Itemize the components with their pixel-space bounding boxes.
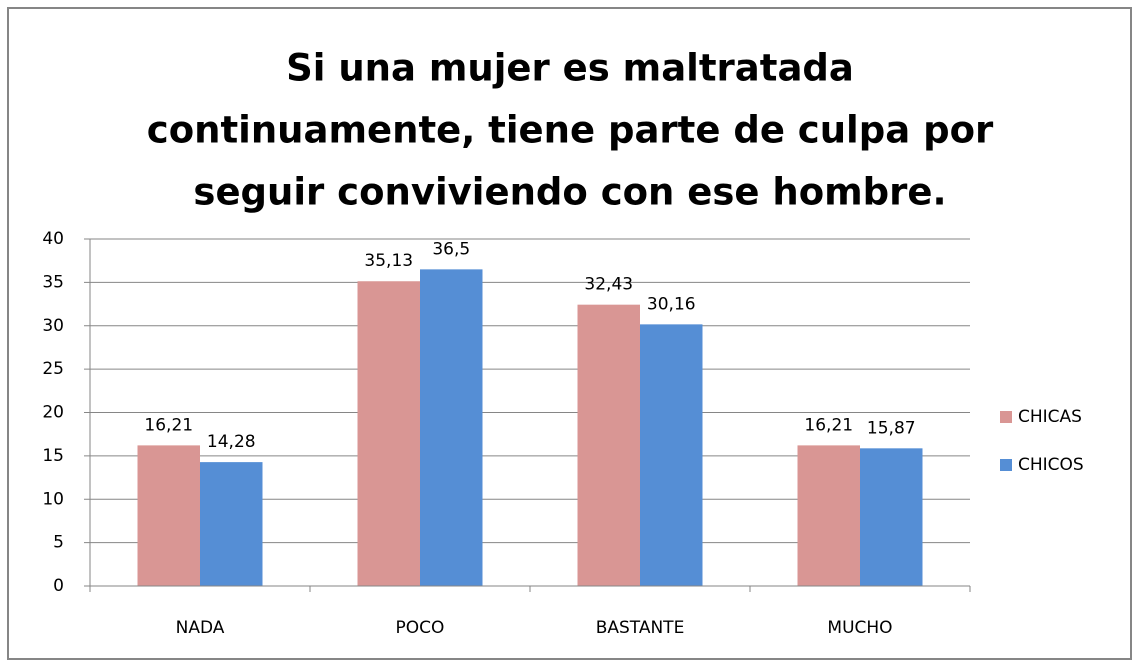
bar	[420, 269, 483, 586]
y-tick-label: 35	[42, 272, 64, 292]
y-tick-label: 15	[42, 446, 64, 466]
value-label: 35,13	[364, 251, 413, 271]
bar	[137, 445, 200, 586]
y-tick-label: 30	[42, 316, 64, 336]
bar	[860, 448, 923, 586]
legend-label: CHICOS	[1018, 455, 1084, 475]
chart-title: Si una mujer es maltratada	[286, 47, 854, 90]
x-tick-label: NADA	[176, 618, 225, 638]
bar	[577, 304, 640, 586]
legend-swatch	[1000, 459, 1012, 471]
x-tick-label: BASTANTE	[596, 618, 685, 638]
y-tick-label: 5	[53, 533, 64, 553]
value-label: 16,21	[804, 415, 853, 435]
value-label: 15,87	[867, 418, 916, 438]
bar	[797, 445, 860, 586]
bar	[357, 281, 420, 586]
x-tick-label: MUCHO	[827, 618, 892, 638]
y-tick-label: 0	[53, 576, 64, 596]
y-tick-label: 20	[42, 403, 64, 423]
bar	[200, 462, 263, 586]
value-label: 32,43	[584, 275, 633, 295]
y-tick-label: 25	[42, 359, 64, 379]
value-label: 36,5	[432, 239, 470, 259]
chart-title: seguir conviviendo con ese hombre.	[193, 171, 946, 214]
value-label: 30,16	[647, 294, 696, 314]
value-label: 16,21	[144, 415, 193, 435]
chart-title: continuamente, tiene parte de culpa por	[147, 109, 994, 152]
legend-swatch	[1000, 411, 1012, 423]
x-tick-label: POCO	[396, 618, 445, 638]
legend-label: CHICAS	[1018, 407, 1082, 427]
y-tick-label: 40	[42, 229, 64, 249]
value-label: 14,28	[207, 432, 256, 452]
y-tick-label: 10	[42, 489, 64, 509]
bar	[640, 324, 703, 586]
